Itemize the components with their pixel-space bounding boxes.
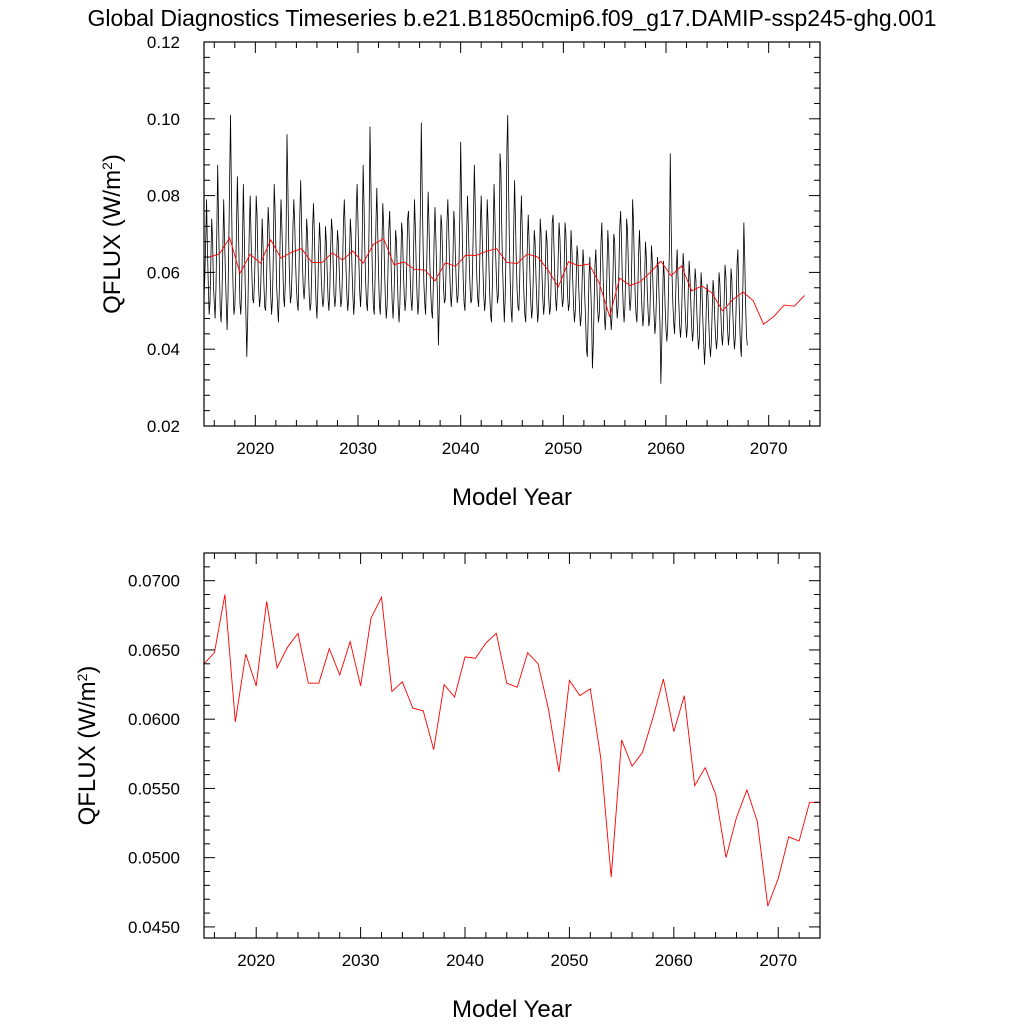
top-panel-x-tick-label: 2040 [442,439,480,458]
bottom-panel-x-tick-label: 2060 [655,951,693,970]
bottom-panel-x-tick-label: 2020 [237,951,275,970]
top-panel-y-axis-label-superscript: 2 [99,162,115,170]
top-panel-y-tick-label: 0.02 [147,417,180,436]
top-panel-x-tick-label: 2030 [339,439,377,458]
top-panel-y-tick-label: 0.04 [147,340,180,359]
top-panel-y-tick-label: 0.06 [147,263,180,282]
top-panel-y-axis-label-main: QFLUX (W/m [99,170,126,314]
bottom-panel-y-tick-label: 0.0650 [128,641,180,660]
top-panel-x-axis-label: Model Year [452,484,572,511]
top-panel-x-tick-label: 2050 [544,439,582,458]
top-panel-y-axis-label: QFLUX (W/m2) [99,154,126,314]
bottom-panel-y-axis-label-main: QFLUX (W/m [74,681,101,825]
top-panel-y-tick-label: 0.10 [147,110,180,129]
top-panel-frame [203,41,821,427]
bottom-panel-tick-labels: 2020 2030 2040 2050 2060 2070 0.0450 0.0500 0.05… [128,572,797,970]
top-panel-x-tick-label: 2060 [647,439,685,458]
top-panel-y-tick-label: 0.12 [147,33,180,52]
bottom-panel-x-tick-label: 2070 [759,951,797,970]
bottom-panel-series [203,594,820,907]
bottom-panel-y-axis-label-superscript: 2 [74,673,90,681]
top-panel-y-axis-label-close: ) [99,154,126,162]
bottom-panel-y-tick-label: 0.0450 [128,918,180,937]
top-panel-x-tick-label: 2070 [750,439,788,458]
bottom-panel-x-tick-label: 2040 [446,951,484,970]
bottom-panel-y-tick-label: 0.0550 [128,779,180,798]
bottom-panel-y-axis-label: QFLUX (W/m2) [74,666,101,826]
bottom-panel-x-axis-label: Model Year [452,996,572,1023]
top-panel-ticks [204,41,820,427]
bottom-panel-y-tick-label: 0.0600 [128,710,180,729]
bottom-panel-y-tick-label: 0.0500 [128,849,180,868]
top-panel-series [203,114,805,384]
bottom-panel-x-tick-label: 2050 [551,951,589,970]
top-panel: 2020 2030 2040 2050 2060 2070 0.02 0.04 0.06 0.08… [99,33,821,511]
bottom-panel-ticks [204,553,821,938]
chart-title: Global Diagnostics Timeseries b.e21.B185… [88,5,937,31]
top-panel-monthly-series-line [203,114,748,384]
top-panel-y-tick-label: 0.08 [147,187,180,206]
top-panel-tick-labels: 2020 2030 2040 2050 2060 2070 0.02 0.04 0.06 0.08… [147,33,788,458]
bottom-panel-frame [203,552,821,939]
bottom-panel-y-tick-label: 0.0700 [128,572,180,591]
top-panel-annual-series-line [209,236,805,325]
bottom-panel-y-axis-label-close: ) [74,666,101,674]
bottom-panel-x-tick-label: 2030 [342,951,380,970]
top-panel-x-tick-label: 2020 [236,439,274,458]
bottom-panel: 2020 2030 2040 2050 2060 2070 0.0450 0.0500 0.05… [74,552,821,1023]
bottom-panel-annual-series-line [203,594,820,907]
